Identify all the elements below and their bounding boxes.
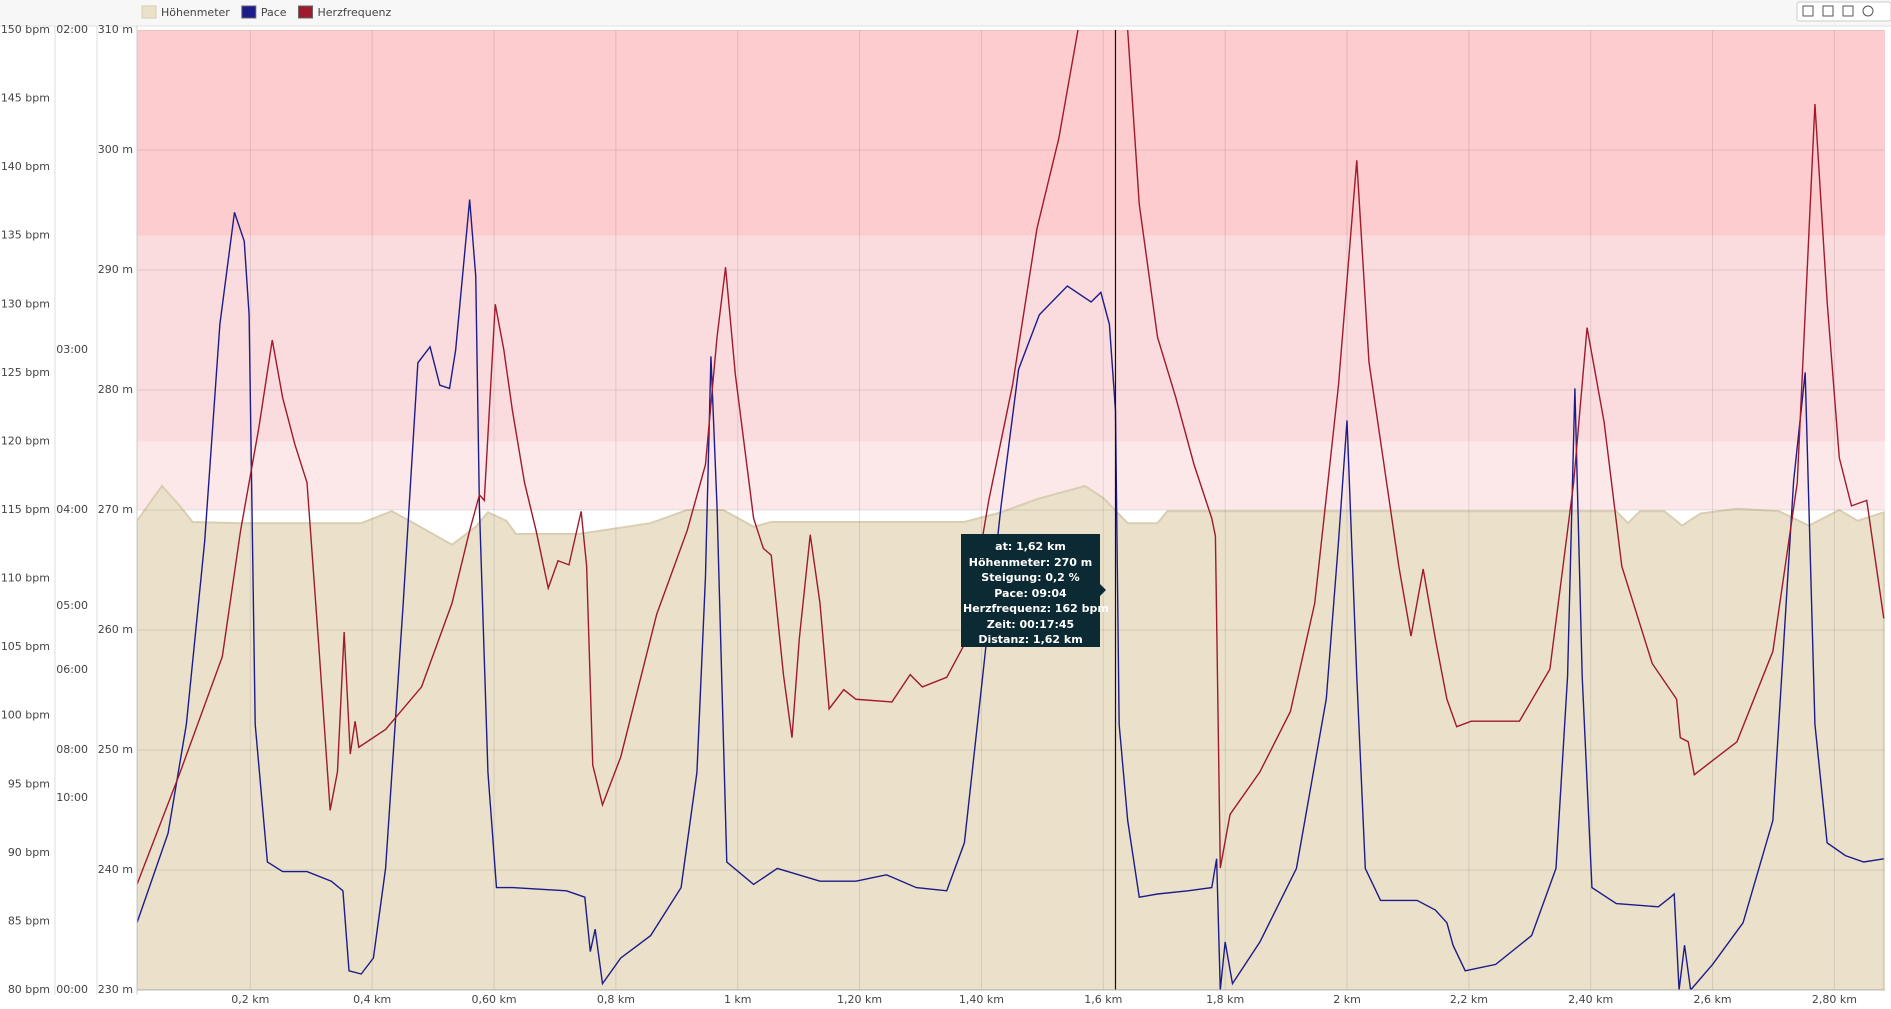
tooltip-line: Herzfrequenz: 162 bpm (963, 602, 1109, 615)
x-tick-label: 0,8 km (597, 993, 635, 1006)
hr-zone (137, 235, 1885, 442)
tooltip-line: Höhenmeter: 270 m (968, 555, 1093, 569)
hr-tick-label: 105 bpm (1, 640, 50, 653)
settings-button[interactable] (1862, 5, 1874, 17)
series-line (137, 30, 1885, 885)
hr-tick-label: 130 bpm (1, 297, 50, 310)
x-tick-label: 0,60 km (471, 993, 516, 1006)
altitude-tick-label: 240 m (98, 863, 133, 876)
pace-tick-label: 06:00 (56, 663, 88, 676)
x-tick-label: 1,20 km (837, 993, 882, 1006)
hr-tick-label: 125 bpm (1, 366, 50, 379)
x-tick-label: 2,40 km (1568, 993, 1613, 1006)
legend-swatch (141, 5, 157, 19)
legend-bar (0, 0, 1891, 26)
fullscreen-button[interactable] (1802, 5, 1814, 17)
pace-tick-label: 08:00 (56, 743, 88, 756)
plot-area (137, 30, 1885, 990)
tooltip-line: Pace: 09:04 (994, 586, 1067, 600)
tooltip-line: Steigung: 0,2 % (981, 571, 1080, 584)
legend-label: Höhenmeter (161, 6, 230, 19)
pace-tick-label: 10:00 (56, 791, 88, 804)
toolbar-box (1796, 1, 1891, 22)
pace-tick-label: 05:00 (56, 599, 88, 612)
x-tick-label: 2,6 km (1694, 993, 1732, 1006)
x-tick-label: 1 km (724, 993, 752, 1006)
pace-tick-label: 04:00 (56, 503, 88, 516)
altitude-area (137, 484, 1885, 990)
hr-tick-label: 150 bpm (1, 23, 50, 36)
altitude-tick-label: 290 m (98, 263, 133, 276)
hr-tick-label: 100 bpm (1, 709, 50, 722)
hr-tick-label: 80 bpm (8, 983, 50, 996)
legend-swatch (241, 5, 257, 19)
tooltip-line: at: 1,62 km (995, 540, 1066, 553)
altitude-tick-label: 280 m (98, 383, 133, 396)
legend-swatch (298, 5, 314, 19)
toolbar (1796, 1, 1891, 22)
x-tick-label: 2 km (1333, 993, 1361, 1006)
hr-tick-label: 140 bpm (1, 160, 50, 173)
altitude-tick-label: 300 m (98, 143, 133, 156)
x-tick-label: 0,4 km (353, 993, 391, 1006)
hr-tick-label: 90 bpm (8, 846, 50, 859)
hr-zone (137, 441, 1885, 510)
pace-tick-label: 00:00 (56, 983, 88, 996)
series-line (137, 199, 1884, 990)
tooltip: at: 1,62 km Höhenmeter: 270 m Steigung: 0,… (961, 534, 1109, 647)
altitude-tick-label: 260 m (98, 623, 133, 636)
hr-zone (137, 30, 1885, 236)
tooltip-line: Zeit: 00:17:45 (986, 617, 1075, 631)
tooltip-line: Distanz: 1,62 km (978, 633, 1083, 646)
legend-label: Herzfrequenz (318, 6, 392, 19)
hr-tick-label: 135 bpm (1, 229, 50, 242)
altitude-tick-label: 250 m (98, 743, 133, 756)
hr-tick-label: 145 bpm (1, 92, 50, 105)
x-tick-label: 2,2 km (1450, 993, 1488, 1006)
legend-label: Pace (261, 6, 287, 19)
hr-tick-label: 115 bpm (1, 503, 50, 516)
x-tick-label: 1,8 km (1206, 993, 1244, 1006)
tooltip-arrow (1100, 584, 1106, 596)
x-tick-label: 0,2 km (231, 993, 269, 1006)
save-button[interactable] (1822, 5, 1834, 17)
altitude-tick-label: 230 m (98, 983, 133, 996)
hr-tick-label: 85 bpm (8, 914, 50, 927)
x-tick-label: 2,80 km (1812, 993, 1857, 1006)
hr-tick-label: 95 bpm (8, 777, 50, 790)
pace-tick-label: 02:00 (56, 23, 88, 36)
altitude-tick-label: 270 m (98, 503, 133, 516)
x-tick-label: 1,40 km (959, 993, 1004, 1006)
pace-tick-label: 03:00 (56, 343, 88, 356)
altitude-tick-label: 310 m (98, 23, 133, 36)
list-button[interactable] (1842, 5, 1854, 17)
hr-tick-label: 120 bpm (1, 434, 50, 447)
x-tick-label: 1,6 km (1084, 993, 1122, 1006)
hr-tick-label: 110 bpm (1, 572, 50, 585)
